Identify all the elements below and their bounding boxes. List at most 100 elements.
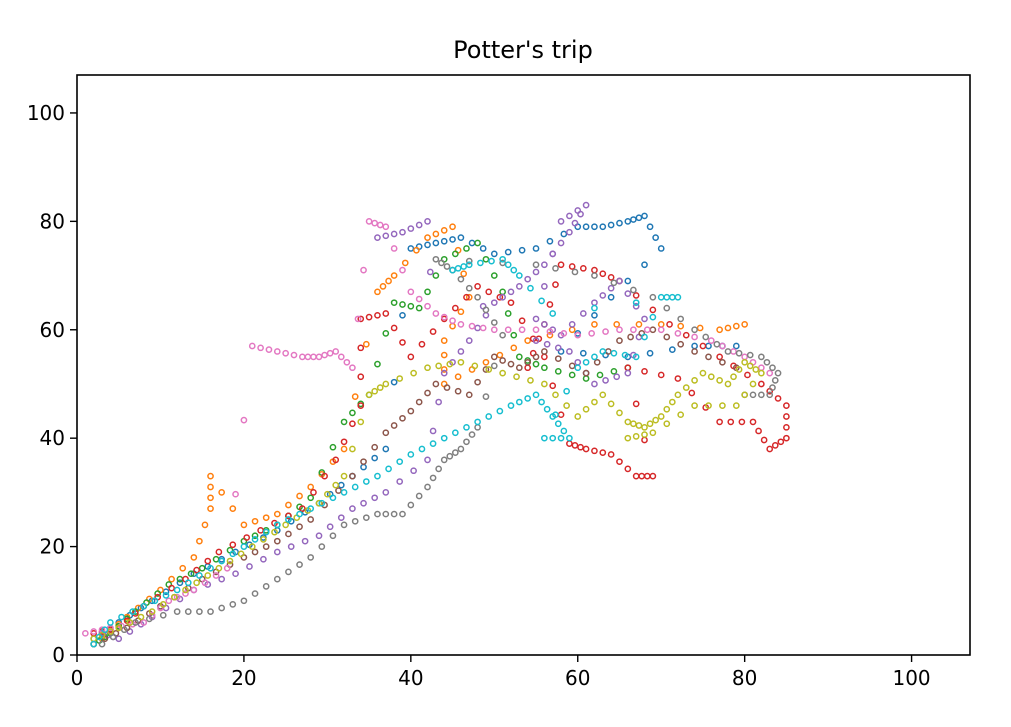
- data-point: [399, 266, 406, 274]
- data-point: [326, 349, 334, 357]
- data-point: [307, 483, 315, 491]
- data-point: [109, 633, 117, 641]
- data-point: [632, 299, 640, 307]
- data-point: [657, 320, 665, 328]
- data-point: [399, 414, 406, 422]
- data-point: [337, 353, 345, 361]
- data-point: [499, 331, 506, 339]
- data-point: [541, 320, 548, 328]
- data-point: [532, 326, 540, 334]
- data-point: [557, 434, 565, 442]
- data-point: [365, 218, 373, 225]
- data-point: [515, 272, 523, 279]
- data-point: [432, 255, 440, 263]
- data-point: [95, 633, 103, 641]
- data-point: [201, 579, 209, 587]
- data-point: [630, 420, 637, 428]
- data-point: [682, 331, 690, 339]
- data-point: [563, 387, 570, 395]
- data-point: [332, 348, 340, 355]
- data-point: [451, 429, 459, 437]
- data-point: [240, 543, 248, 550]
- data-point: [499, 288, 506, 296]
- data-point: [154, 590, 162, 597]
- data-point: [324, 490, 331, 498]
- data-point: [482, 306, 490, 314]
- data-point: [783, 413, 790, 420]
- data-point: [173, 593, 181, 601]
- data-point: [424, 241, 431, 249]
- data-point: [435, 362, 443, 370]
- data-point: [318, 499, 326, 507]
- data-point: [474, 378, 481, 386]
- data-point: [90, 635, 98, 643]
- data-point: [248, 543, 256, 550]
- data-point: [632, 302, 640, 310]
- data-point: [351, 483, 359, 491]
- data-point: [424, 218, 431, 225]
- data-point: [699, 369, 707, 377]
- data-point: [382, 330, 390, 337]
- data-point: [485, 288, 493, 296]
- data-point: [610, 367, 618, 375]
- data-point: [457, 445, 465, 453]
- data-point: [432, 380, 440, 388]
- data-point: [574, 413, 582, 420]
- x-tick-label: 100: [892, 666, 930, 690]
- data-point: [126, 619, 134, 626]
- data-point: [465, 284, 473, 292]
- data-point: [582, 358, 590, 366]
- data-point: [635, 320, 643, 328]
- x-tick-label: 40: [398, 666, 423, 690]
- data-point: [599, 270, 607, 278]
- data-point: [374, 311, 381, 319]
- data-point: [732, 322, 740, 330]
- data-point: [496, 351, 504, 359]
- data-point: [240, 597, 248, 605]
- data-point: [176, 575, 184, 583]
- data-point: [468, 239, 476, 247]
- data-point: [499, 293, 506, 301]
- data-point: [454, 264, 462, 272]
- data-point: [118, 613, 125, 621]
- data-point: [374, 288, 381, 296]
- data-point: [507, 288, 515, 296]
- data-point: [663, 405, 671, 413]
- data-point: [262, 514, 270, 522]
- data-point: [357, 418, 365, 426]
- data-point: [374, 360, 381, 368]
- data-point: [382, 445, 390, 453]
- data-point: [771, 377, 779, 384]
- data-point: [184, 608, 192, 615]
- data-point: [465, 261, 473, 269]
- data-point: [140, 602, 148, 610]
- data-point: [424, 456, 431, 464]
- data-point: [602, 377, 609, 384]
- data-point: [298, 505, 306, 512]
- data-point: [290, 351, 298, 359]
- data-point: [218, 575, 226, 583]
- data-point: [212, 572, 220, 579]
- data-point: [204, 557, 212, 565]
- data-point: [571, 442, 579, 449]
- data-point: [643, 472, 651, 480]
- data-point: [674, 391, 682, 399]
- data-point: [382, 489, 390, 496]
- x-tick-label: 0: [71, 666, 84, 690]
- data-point: [390, 272, 398, 279]
- data-point: [518, 317, 526, 325]
- data-point: [577, 443, 584, 451]
- data-point: [382, 380, 390, 388]
- data-point: [173, 608, 181, 615]
- data-point: [229, 550, 237, 558]
- data-point: [691, 377, 698, 384]
- data-point: [758, 391, 765, 399]
- data-point: [546, 237, 554, 245]
- data-point: [688, 389, 696, 397]
- data-point: [296, 510, 303, 518]
- data-point: [296, 523, 303, 531]
- data-point: [538, 398, 545, 406]
- data-point: [337, 514, 345, 522]
- data-point: [207, 505, 214, 512]
- data-point: [399, 510, 406, 518]
